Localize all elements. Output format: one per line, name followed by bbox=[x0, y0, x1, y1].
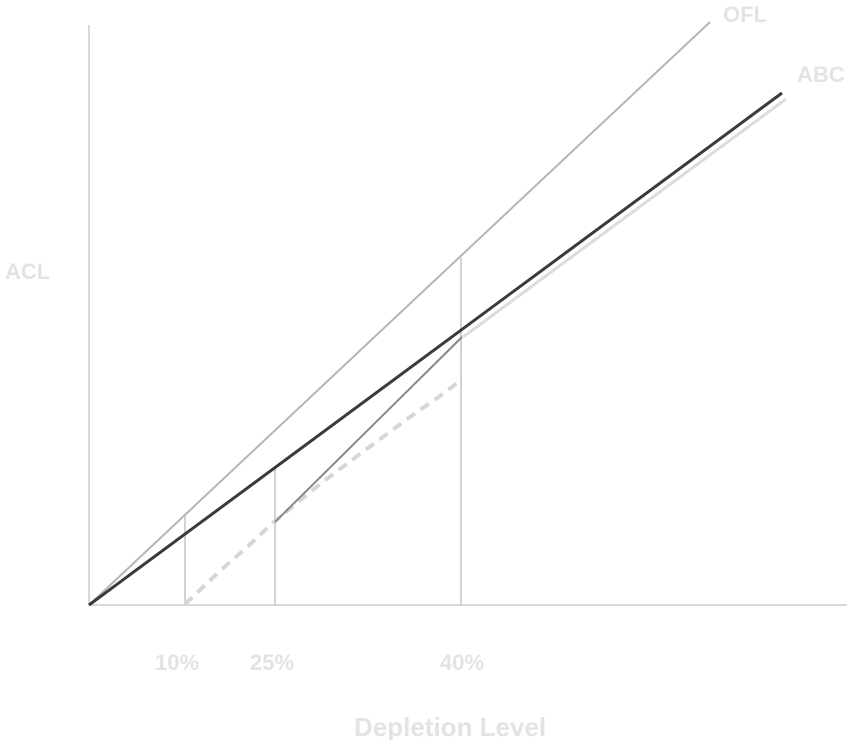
y-axis-label: ACL bbox=[5, 259, 50, 284]
tick-label-40: 40% bbox=[440, 650, 484, 675]
abc-line bbox=[88, 91, 783, 607]
abc-shadow-line bbox=[462, 97, 787, 339]
control-rule-dashed-line bbox=[183, 378, 463, 606]
tick-label-25: 25% bbox=[250, 650, 294, 675]
x-axis-label: Depletion Level bbox=[354, 712, 546, 740]
ramp-segment bbox=[274, 336, 463, 523]
tick-label-10: 10% bbox=[155, 650, 199, 675]
ofl-label: OFL bbox=[723, 2, 767, 27]
abc-label: ABC bbox=[797, 62, 845, 87]
ofl-line bbox=[88, 21, 711, 606]
